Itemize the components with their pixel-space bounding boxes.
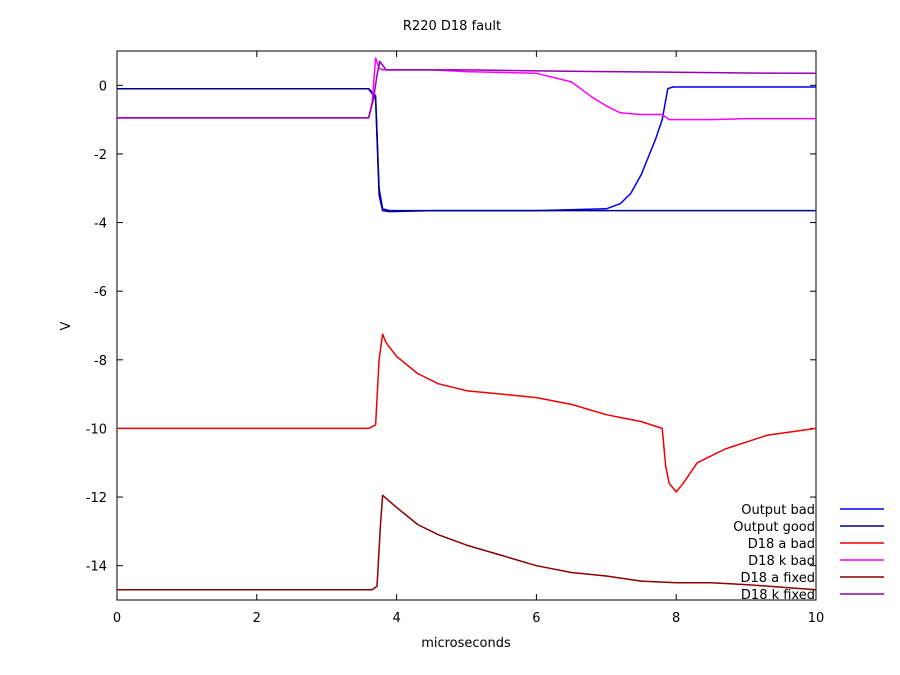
plot-area: 0 2 4 6 8 10 -14 -12 -10 -8 -6 -4 -2 0 Output bad Outpu… bbox=[86, 50, 884, 626]
legend-label: D18 k bad bbox=[748, 554, 815, 569]
plot-frame bbox=[116, 50, 817, 601]
series-line-d18-a-bad bbox=[117, 333, 817, 493]
y-tick-label: 0 bbox=[99, 79, 107, 94]
y-tick-label: -2 bbox=[94, 148, 107, 163]
y-tick-label: -12 bbox=[86, 491, 107, 506]
series-line-output-good bbox=[117, 87, 816, 213]
y-axis-label: V bbox=[59, 321, 74, 330]
x-tick-label: 10 bbox=[808, 611, 825, 626]
series-line-d18-k-fixed bbox=[117, 60, 817, 119]
legend-label: Output bad bbox=[741, 503, 815, 518]
y-tick-label: -10 bbox=[86, 422, 107, 437]
y-tick-label: -6 bbox=[94, 285, 107, 300]
series-line-output-bad bbox=[117, 86, 816, 212]
x-tick-label: 4 bbox=[392, 611, 400, 626]
legend-label: D18 a fixed bbox=[740, 571, 815, 586]
y-tick-label: -14 bbox=[86, 560, 107, 575]
x-tick-label: 8 bbox=[672, 611, 680, 626]
x-axis-label: microseconds bbox=[421, 636, 511, 651]
x-tick-label: 0 bbox=[113, 611, 121, 626]
y-tick-label: -8 bbox=[94, 354, 107, 369]
series-line-d18-a-fixed bbox=[117, 494, 817, 591]
x-tick-label: 2 bbox=[253, 611, 261, 626]
x-tick-label: 6 bbox=[532, 611, 540, 626]
legend-label: Output good bbox=[733, 520, 815, 535]
chart-title: R220 D18 fault bbox=[403, 19, 501, 34]
y-tick-label: -4 bbox=[94, 217, 107, 232]
legend-label: D18 k fixed bbox=[741, 588, 815, 603]
legend-label: D18 a bad bbox=[748, 537, 815, 552]
